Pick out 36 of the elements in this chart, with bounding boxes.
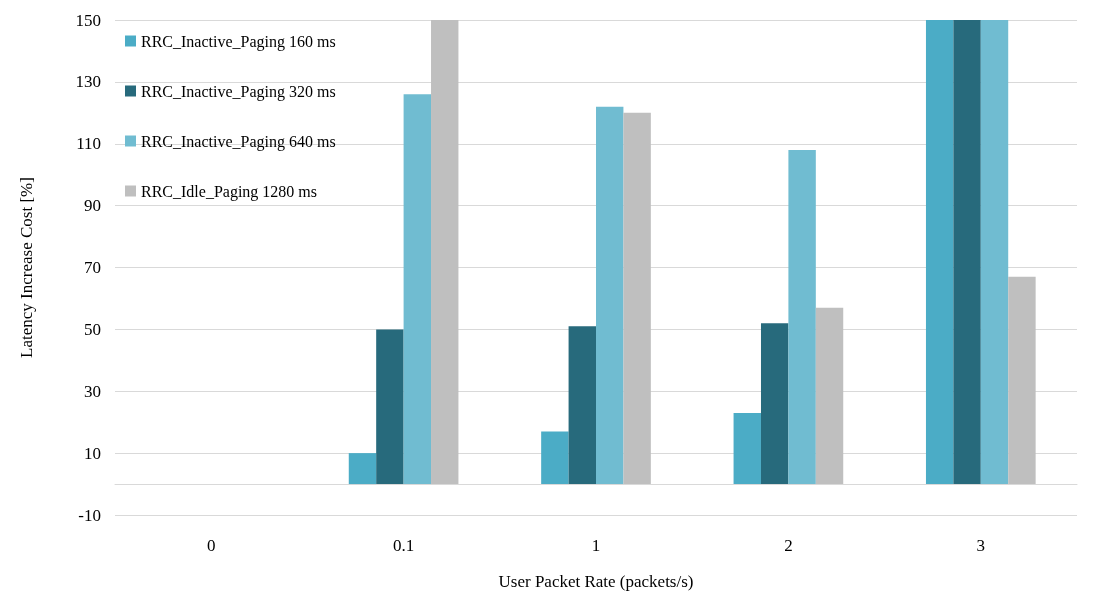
bar — [1008, 276, 1036, 485]
bar — [925, 20, 954, 485]
y-tick-label: 90 — [84, 196, 101, 216]
x-tick-label: 3 — [976, 536, 986, 555]
bar — [568, 326, 596, 485]
bar — [403, 94, 432, 485]
legend-label: RRC_Inactive_Paging 640 ms — [141, 132, 336, 151]
y-axis-title: Latency Increase Cost [%] — [17, 177, 36, 358]
bar — [980, 20, 1009, 485]
y-tick-label: -10 — [78, 505, 101, 525]
x-tick-label: 1 — [591, 536, 601, 555]
x-tick-label: 0.1 — [392, 536, 415, 555]
x-tick-label: 0 — [206, 536, 216, 555]
y-tick-label: 70 — [84, 258, 101, 277]
x-tick-label: 2 — [784, 536, 793, 555]
bar — [623, 112, 651, 485]
legend-label: RRC_Inactive_Paging 160 ms — [141, 32, 336, 51]
bar — [596, 106, 624, 485]
bar — [760, 323, 789, 485]
x-axis-title: User Packet Rate (packets/s) — [498, 572, 694, 591]
legend-label: RRC_Idle_Paging 1280 ms — [141, 182, 318, 201]
bar — [733, 412, 761, 485]
y-tick-label: 130 — [75, 72, 101, 92]
bar — [376, 329, 404, 485]
y-tick-label: 110 — [76, 134, 101, 154]
bar — [348, 453, 377, 485]
bar — [953, 20, 981, 485]
bar — [431, 20, 459, 485]
bar — [788, 149, 816, 485]
legend-label: RRC_Inactive_Paging 320 ms — [141, 82, 336, 101]
y-tick-label: 50 — [84, 319, 101, 339]
y-tick-label: 10 — [84, 443, 101, 463]
bar — [541, 431, 569, 485]
y-tick-label: 150 — [75, 10, 101, 30]
y-tick-label: 30 — [84, 381, 101, 401]
bar — [815, 307, 844, 485]
